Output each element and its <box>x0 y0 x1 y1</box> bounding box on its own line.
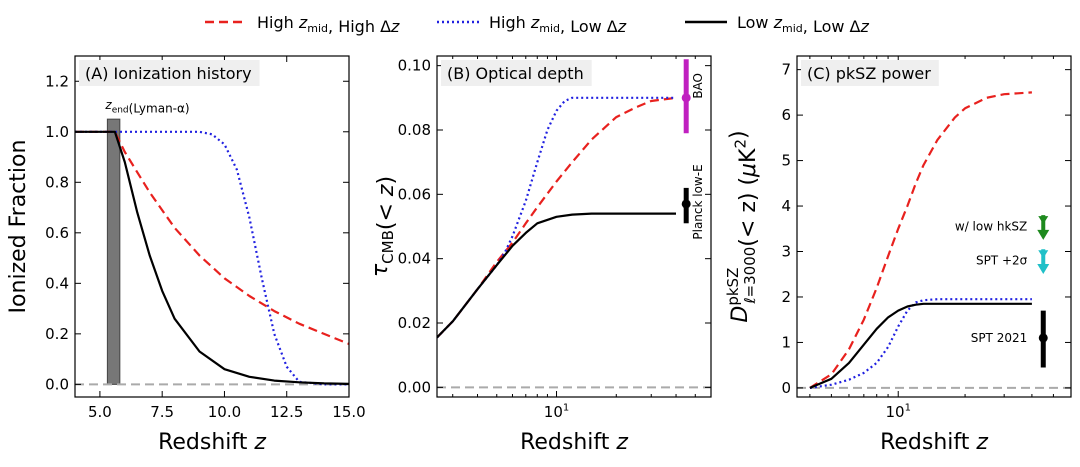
panel-optical-depth: 0.00 0.02 0.04 0.06 0.08 0.10 101 (B) Optical d… <box>368 55 712 455</box>
axes-frame <box>796 55 1072 398</box>
y-tick-label: 3 <box>781 243 791 261</box>
constraint-label: BAO <box>691 73 705 99</box>
series-line-dashed <box>75 130 349 346</box>
x-tick-label: 10.0 <box>208 403 241 421</box>
y-tick-label: 0 <box>781 379 791 397</box>
constraint-label: Planck low-E <box>691 164 705 239</box>
series-line-solid <box>75 130 349 385</box>
panel-title-box <box>441 60 592 86</box>
y-axis-label: τCMB(< z) <box>368 176 399 277</box>
y-tick-label: 0.04 <box>398 250 431 268</box>
x-axis-label: Redshift z <box>880 430 988 455</box>
panel-title: (A) Ionization history <box>85 64 252 83</box>
y-axis-label: DpkSZℓ=3000(< z) (μK2) <box>724 130 761 322</box>
y-tick-label: 1.0 <box>45 123 69 141</box>
plot-area <box>75 118 349 386</box>
y-tick-label: 4 <box>781 197 791 215</box>
axes-frame <box>74 55 350 398</box>
y-tick-label: 0.8 <box>45 173 69 191</box>
y-tick-label: 1 <box>781 333 791 351</box>
y-axis-label: Ionized Fraction <box>6 140 31 314</box>
y-tick-label: 0.0 <box>45 375 69 393</box>
constraint-arrow <box>1037 263 1050 274</box>
panel-title-box <box>801 60 939 86</box>
panel-pksz-power: 0 1 2 3 4 5 6 7 101 (C) pkSZ power Redshift z DpkSZ… <box>724 55 1072 455</box>
x-axis-label: Redshift z <box>520 430 628 455</box>
constraint-label: w/ low hkSZ <box>955 220 1027 234</box>
y-tick-label: 0.00 <box>398 378 431 396</box>
y-tick-label: 0.08 <box>398 121 431 139</box>
x-tick-label: 12.5 <box>270 403 303 421</box>
y-tick-label: 0.06 <box>398 185 431 203</box>
x-tick-label: 15.0 <box>332 403 365 421</box>
x-tick-label: 101 <box>885 403 910 421</box>
y-tick-label: 0.02 <box>398 314 431 332</box>
constraint-point <box>681 93 691 103</box>
plot-area <box>437 96 711 389</box>
constraint-arrow-top <box>1038 216 1049 225</box>
series-line-solid <box>809 302 1032 389</box>
y-tick-label: 0.10 <box>398 57 431 75</box>
legend: High zmid, High Δz High zmid, Low Δz Low z… <box>205 13 869 36</box>
constraint-point <box>1038 333 1048 343</box>
y-tick-label: 5 <box>781 152 791 170</box>
panel-title: (B) Optical depth <box>447 64 584 83</box>
y-tick-label: 1.2 <box>45 72 69 90</box>
constraint-label: SPT 2021 <box>971 331 1028 345</box>
constraint-point <box>681 199 691 209</box>
series-line-dashed <box>809 91 1032 389</box>
series-line-dotted <box>437 96 676 339</box>
y-tick-label: 0.6 <box>45 224 69 242</box>
legend-label: High zmid, High Δz <box>257 13 400 36</box>
series-line-dotted <box>809 298 1032 389</box>
plot-area <box>797 91 1071 389</box>
constraint-label: SPT +2σ <box>976 254 1028 268</box>
x-axis-label: Redshift z <box>158 430 266 455</box>
panel-title-box <box>79 60 260 86</box>
panel-title: (C) pkSZ power <box>807 64 931 83</box>
legend-label: High zmid, Low Δz <box>489 13 627 36</box>
y-tick-label: 0.4 <box>45 274 69 292</box>
series-line-dashed <box>437 96 677 339</box>
y-tick-label: 2 <box>781 288 791 306</box>
x-tick-label: 7.5 <box>150 403 174 421</box>
band-label: zend(Lyman-α) <box>104 98 189 115</box>
x-tick-label: 101 <box>544 403 569 421</box>
y-tick-label: 6 <box>781 106 791 124</box>
constraint-arrow-top <box>1038 250 1049 259</box>
axes-frame <box>436 55 712 398</box>
y-tick-label: 0.2 <box>45 325 69 343</box>
zend-band <box>106 118 121 385</box>
x-tick-label: 5.0 <box>88 403 112 421</box>
legend-label: Low zmid, Low Δz <box>737 13 869 36</box>
series-line-dotted <box>75 130 349 386</box>
y-tick-label: 7 <box>781 61 791 79</box>
panel-ionization-history: 0.0 0.2 0.4 0.6 0.8 1.0 1.2 5.0 7.5 10.0 12.5 15.0 (… <box>6 55 366 455</box>
series-line-solid <box>437 212 676 339</box>
constraint-arrow <box>1037 229 1050 240</box>
